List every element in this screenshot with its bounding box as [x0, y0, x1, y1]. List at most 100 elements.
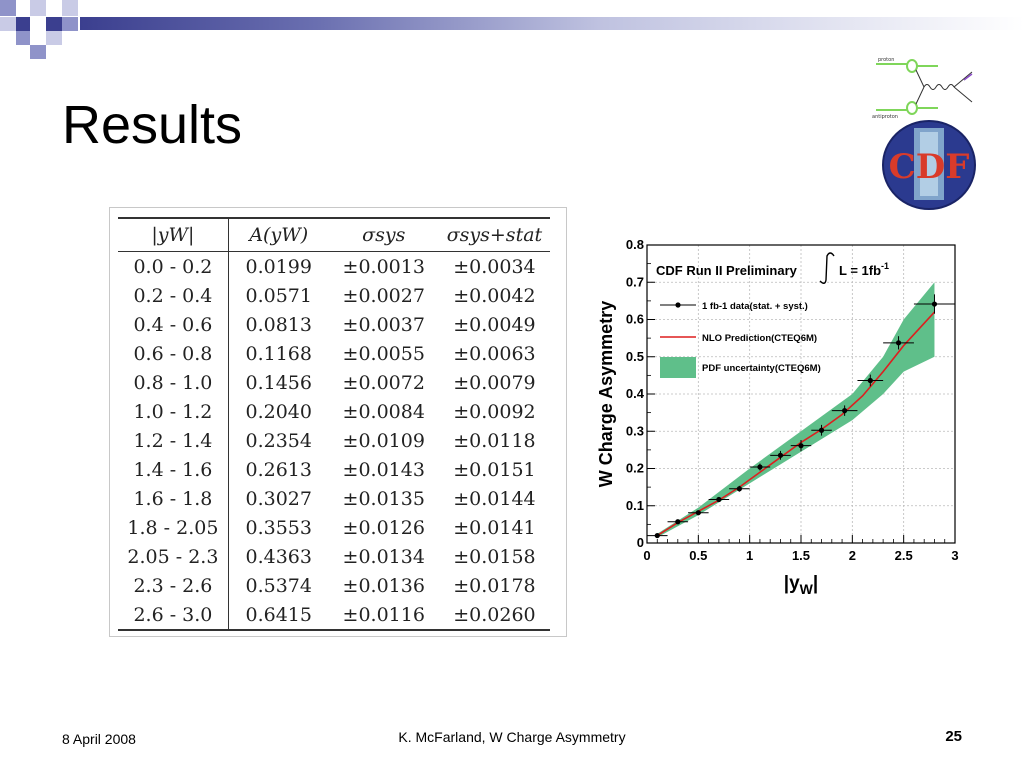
cell-yw-range: 2.3 - 2.6 [118, 571, 229, 600]
data-point [811, 424, 832, 436]
cell-yw-range: 0.2 - 0.4 [118, 281, 229, 310]
y-tick-label: 0.8 [626, 237, 644, 252]
cell-asymmetry: 0.5374 [245, 574, 312, 597]
cell-sigma-sys: ±0.0135 [342, 487, 425, 510]
data-marker [695, 510, 701, 516]
y-tick-label: 0.2 [626, 461, 644, 476]
table-row: 0.0 - 0.2 0.0199 ±0.0013 ±0.0034 [118, 251, 550, 281]
cell-sigma-sys-stat: ±0.0118 [453, 429, 536, 452]
x-axis-label: |yW| [784, 573, 818, 597]
cell-sigma-sys-stat: ±0.0158 [453, 545, 536, 568]
svg-text:antiproton: antiproton [872, 114, 898, 120]
y-tick-label: 0.5 [626, 349, 644, 364]
data-marker [867, 377, 873, 384]
header-gradient-bar [80, 17, 1024, 30]
cell-sigma-sys-stat: ±0.0178 [453, 574, 536, 597]
y-axis-label: W Charge Asymmetry [596, 301, 616, 487]
cell-sigma-sys: ±0.0084 [342, 400, 425, 423]
cell-sigma-sys: ±0.0027 [342, 284, 425, 307]
table-header-row: |yW| A(yW) σsys σsys+stat [118, 217, 550, 252]
data-point [667, 519, 689, 525]
cell-sigma-sys-stat: ±0.0063 [453, 342, 536, 365]
legend-label-prediction: NLO Prediction(CTEQ6M) [702, 333, 817, 344]
cell-sigma-sys: ±0.0134 [342, 545, 425, 568]
table-row: 1.8 - 2.05 0.3553 ±0.0126 ±0.0141 [118, 513, 550, 542]
cell-asymmetry: 0.6415 [228, 600, 329, 631]
data-marker [757, 464, 763, 470]
y-tick-label: 0.6 [626, 312, 644, 327]
data-point [770, 450, 791, 460]
y-tick-label: 0 [637, 535, 644, 550]
data-point [831, 405, 858, 416]
nlo-prediction-line [656, 311, 936, 537]
header-sigma-sys: σsys [328, 217, 439, 252]
table-row: 1.0 - 1.2 0.2040 ±0.0084 ±0.0092 [118, 397, 550, 426]
cell-asymmetry: 0.3553 [245, 516, 312, 539]
chart-title: CDF Run II Preliminary [656, 263, 798, 278]
data-marker [798, 443, 804, 449]
cdf-logo: CDF [882, 120, 976, 210]
data-point [708, 496, 730, 503]
footer-author-title: K. McFarland, W Charge Asymmetry [398, 729, 626, 745]
header-yw: |yW| [118, 217, 229, 252]
table-row: 2.6 - 3.0 0.6415 ±0.0116 ±0.0260 [118, 600, 550, 631]
cell-sigma-sys-stat: ±0.0049 [453, 313, 536, 336]
x-tick-label: 3 [951, 548, 958, 563]
table-row: 2.05 - 2.3 0.4363 ±0.0134 ±0.0158 [118, 542, 550, 571]
data-point [790, 440, 812, 452]
cell-asymmetry: 0.1168 [245, 342, 312, 365]
cell-sigma-sys: ±0.0055 [342, 342, 425, 365]
data-point [883, 336, 914, 350]
y-tick-label: 0.3 [626, 423, 644, 438]
table-row: 0.6 - 0.8 0.1168 ±0.0055 ±0.0063 [118, 339, 550, 368]
data-marker [931, 301, 938, 307]
svg-text:proton: proton [878, 57, 894, 63]
data-point [647, 532, 668, 539]
cell-sigma-sys-stat: ±0.0079 [453, 371, 536, 394]
cell-yw-range: 0.6 - 0.8 [118, 339, 229, 368]
cell-yw-range: 2.05 - 2.3 [118, 542, 229, 571]
data-marker [716, 496, 722, 503]
data-point [857, 374, 884, 387]
cell-yw-range: 1.2 - 1.4 [118, 426, 229, 455]
data-marker [777, 452, 784, 458]
table-row: 0.8 - 1.0 0.1456 ±0.0072 ±0.0079 [118, 368, 550, 397]
page-number: 25 [945, 728, 962, 745]
data-point [729, 485, 750, 492]
cell-sigma-sys-stat: ±0.0151 [453, 458, 536, 481]
x-tick-label: 1.5 [792, 548, 810, 563]
y-tick-label: 0.1 [626, 498, 644, 513]
data-marker [842, 408, 848, 414]
cell-yw-range: 1.8 - 2.05 [118, 513, 229, 542]
data-marker [818, 427, 825, 433]
data-point [688, 510, 709, 516]
table-row: 1.4 - 1.6 0.2613 ±0.0143 ±0.0151 [118, 455, 550, 484]
data-marker [895, 340, 902, 346]
y-tick-label: 0.4 [626, 386, 645, 401]
table-row: 0.4 - 0.6 0.0813 ±0.0037 ±0.0049 [118, 310, 550, 339]
table-row: 1.6 - 1.8 0.3027 ±0.0135 ±0.0144 [118, 484, 550, 513]
cell-asymmetry: 0.2354 [245, 429, 312, 452]
y-tick-label: 0.7 [626, 274, 644, 289]
x-tick-label: 0 [643, 548, 650, 563]
cell-asymmetry: 0.3027 [245, 487, 312, 510]
cell-asymmetry: 0.2040 [245, 400, 312, 423]
cell-sigma-sys-stat: ±0.0141 [453, 516, 536, 539]
header-ayw: A(yW) [228, 217, 329, 252]
cell-sigma-sys: ±0.0037 [342, 313, 425, 336]
table-row: 1.2 - 1.4 0.2354 ±0.0109 ±0.0118 [118, 426, 550, 455]
cell-sigma-sys: ±0.0136 [342, 574, 425, 597]
data-point [749, 463, 771, 471]
x-tick-label: 1 [746, 548, 753, 563]
x-tick-label: 0.5 [689, 548, 707, 563]
data-marker [736, 486, 742, 492]
cell-sigma-sys-stat: ±0.0260 [438, 600, 550, 631]
data-marker [675, 519, 681, 525]
cell-asymmetry: 0.2613 [245, 458, 312, 481]
asymmetry-table-panel: |yW| A(yW) σsys σsys+stat 0.0 - 0.2 0.019… [109, 207, 567, 637]
slide-title: Results [62, 95, 243, 155]
cdf-logo-text: CDF [889, 147, 970, 187]
cell-yw-range: 0.4 - 0.6 [118, 310, 229, 339]
cell-sigma-sys-stat: ±0.0042 [453, 284, 536, 307]
x-tick-label: 2 [849, 548, 856, 563]
